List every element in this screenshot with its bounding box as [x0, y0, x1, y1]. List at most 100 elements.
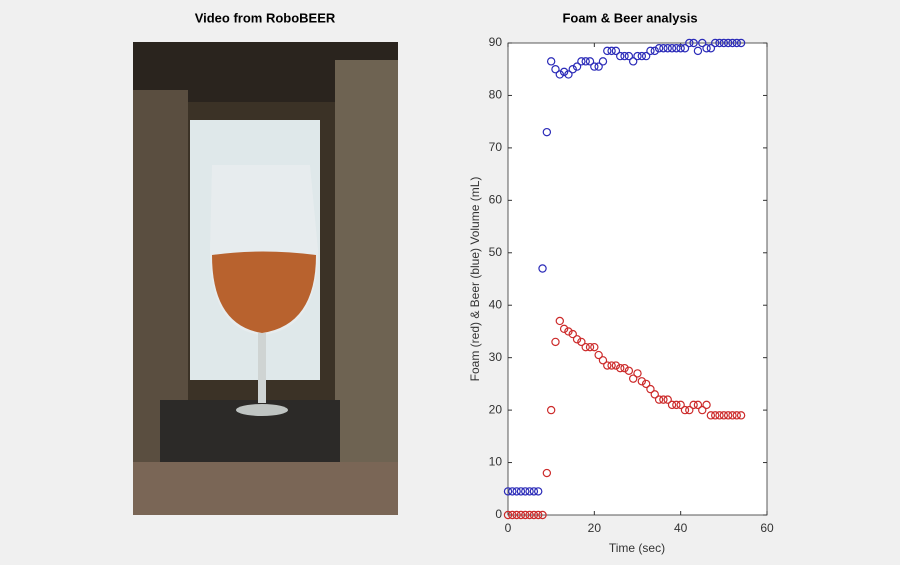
y-tick-label: 70 — [489, 140, 503, 154]
point — [581, 342, 590, 352]
point — [654, 395, 664, 404]
point — [611, 361, 621, 370]
point — [702, 44, 711, 53]
point — [650, 46, 659, 56]
point — [603, 361, 612, 370]
point — [702, 400, 711, 410]
point — [689, 38, 698, 48]
y-tick-label: 0 — [495, 507, 502, 521]
point — [611, 46, 621, 56]
point — [551, 65, 560, 74]
point — [715, 38, 724, 48]
point — [637, 377, 647, 386]
point — [521, 510, 530, 520]
point — [503, 487, 513, 496]
point — [659, 395, 668, 404]
point — [732, 411, 741, 420]
point — [534, 510, 543, 520]
point — [534, 487, 543, 496]
plot-area — [507, 42, 768, 516]
point — [607, 46, 616, 56]
point — [698, 405, 707, 415]
point — [521, 487, 530, 496]
point — [624, 51, 634, 61]
point — [564, 327, 573, 336]
point — [728, 411, 737, 420]
x-tick-label: 40 — [674, 521, 688, 535]
point — [525, 510, 534, 520]
point — [512, 510, 521, 520]
point — [598, 356, 608, 365]
point — [711, 38, 720, 48]
point — [525, 487, 534, 496]
point — [663, 44, 672, 53]
point — [620, 51, 629, 61]
point — [689, 400, 698, 410]
x-tick-label: 60 — [760, 521, 774, 535]
x-tick-label: 0 — [505, 521, 512, 535]
point — [633, 369, 642, 378]
point — [555, 316, 565, 326]
point — [585, 342, 595, 352]
y-tick-label: 30 — [489, 350, 503, 364]
point — [551, 337, 560, 347]
point — [559, 324, 569, 334]
point — [719, 38, 729, 48]
point — [736, 411, 746, 420]
point — [585, 57, 595, 66]
point — [572, 335, 582, 344]
point — [646, 46, 655, 56]
point — [685, 405, 694, 415]
point — [628, 57, 638, 66]
point — [641, 379, 651, 389]
point — [723, 411, 733, 420]
video-title: Video from RoboBEER — [195, 10, 336, 25]
point — [637, 51, 647, 61]
point — [672, 400, 681, 410]
point — [503, 510, 513, 520]
point — [620, 363, 629, 373]
y-tick-label: 90 — [489, 35, 503, 49]
point — [577, 57, 586, 66]
y-tick-label: 60 — [489, 193, 503, 207]
point — [680, 44, 690, 53]
point — [676, 400, 685, 410]
point — [659, 44, 668, 53]
point — [568, 329, 577, 339]
point — [663, 395, 672, 404]
y-tick-label: 10 — [489, 455, 503, 469]
point — [672, 44, 681, 53]
point — [590, 62, 599, 71]
point — [641, 51, 651, 61]
point — [646, 384, 655, 394]
point — [516, 510, 526, 520]
y-tick-label: 50 — [489, 245, 503, 259]
point — [555, 70, 565, 79]
point — [577, 337, 586, 347]
point — [572, 62, 582, 71]
point — [538, 510, 547, 520]
point — [732, 38, 741, 48]
point — [512, 487, 521, 496]
point — [616, 363, 625, 373]
point — [564, 70, 573, 79]
point — [568, 65, 577, 74]
point — [711, 411, 720, 420]
point — [546, 57, 556, 66]
point — [723, 38, 733, 48]
video-frame — [133, 42, 398, 515]
point — [559, 67, 569, 77]
y-tick-label: 40 — [489, 297, 503, 311]
y-axis-label: Foam (red) & Beer (blue) Volume (mL) — [468, 177, 482, 382]
point — [667, 44, 677, 53]
x-tick-label: 20 — [588, 521, 602, 535]
point — [715, 411, 724, 420]
point — [508, 487, 517, 496]
point — [516, 487, 526, 496]
y-tick-label: 20 — [489, 402, 503, 416]
point — [719, 411, 729, 420]
point — [706, 411, 716, 420]
point — [581, 57, 590, 66]
